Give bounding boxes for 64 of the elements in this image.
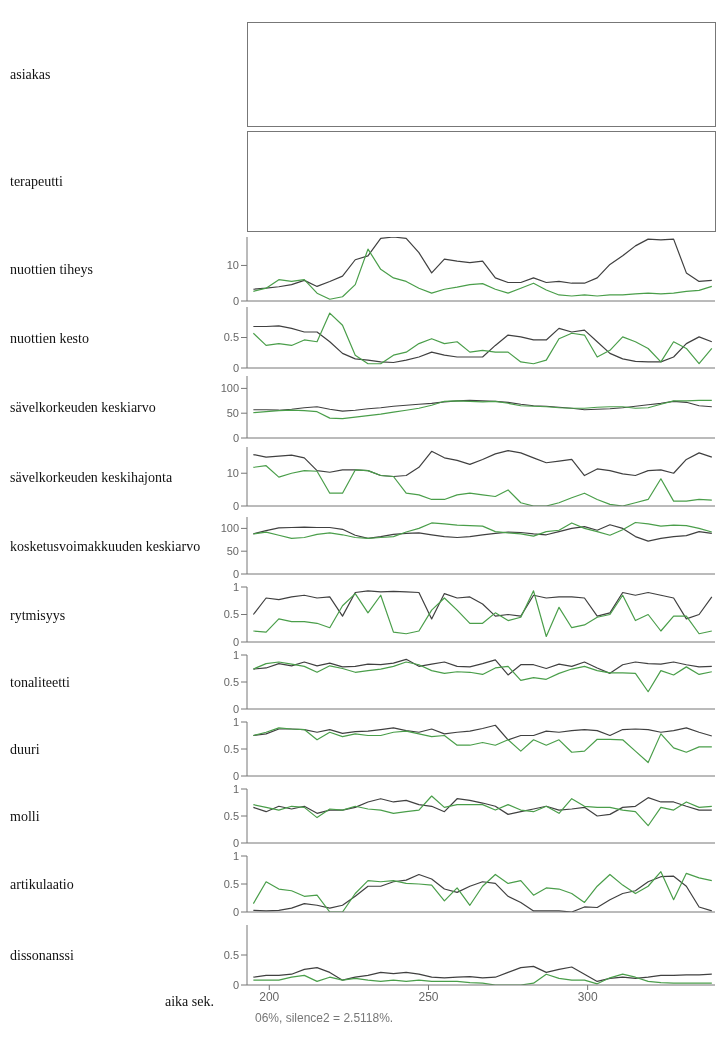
y-axis-title: dissonanssi bbox=[10, 946, 75, 965]
text: asiakas bbox=[10, 66, 52, 84]
y-axis-title: tonaliteetti bbox=[10, 674, 71, 692]
y-axis-title: molli bbox=[10, 808, 41, 826]
line-series bbox=[252, 399, 713, 412]
line-series bbox=[252, 399, 713, 420]
line-series bbox=[252, 797, 713, 817]
y-axis-title: nuottien tiheys bbox=[10, 261, 94, 279]
y-axis-title: artikulaatio bbox=[10, 876, 75, 894]
y-axis-title: duuri bbox=[10, 741, 41, 759]
y-tick-label: 0 bbox=[232, 769, 239, 782]
text: 06%, silence2 = 2.5118%. bbox=[255, 1011, 394, 1025]
y-tick-label: 1 bbox=[232, 648, 239, 661]
y-tick-label: 0.5 bbox=[223, 331, 239, 344]
line-series bbox=[252, 465, 713, 506]
y-tick-label: 1 bbox=[232, 849, 239, 862]
y-tick-label: 1 bbox=[232, 715, 239, 728]
y-tick-label: 0 bbox=[232, 361, 239, 374]
line-series bbox=[252, 450, 713, 478]
y-tick-label: 0.5 bbox=[223, 675, 239, 688]
y-tick-label: 100 bbox=[220, 382, 239, 395]
line-series bbox=[252, 727, 713, 764]
y-tick-label: 0 bbox=[232, 567, 239, 580]
y-tick-label: 0 bbox=[232, 635, 239, 648]
line-series bbox=[252, 312, 713, 365]
y-tick-label: 1 bbox=[232, 782, 239, 795]
y-axis-title: sävelkorkeuden keskiarvo bbox=[10, 399, 157, 417]
x-tick-label: 300 bbox=[577, 989, 598, 1004]
y-tick-label: 0 bbox=[232, 836, 239, 849]
y-tick-label: 1 bbox=[232, 580, 239, 593]
line-series bbox=[252, 965, 713, 982]
line-series bbox=[252, 973, 713, 985]
y-tick-label: 50 bbox=[226, 545, 239, 558]
y-tick-label: 100 bbox=[220, 522, 239, 535]
text: terapeutti bbox=[10, 173, 64, 191]
y-axis-title: sävelkorkeuden keskihajonta bbox=[10, 468, 174, 487]
line-series bbox=[252, 237, 713, 290]
line-series bbox=[252, 590, 713, 620]
line-series bbox=[252, 248, 713, 300]
y-tick-label: 0.5 bbox=[223, 742, 239, 755]
line-series bbox=[252, 661, 713, 693]
line-series bbox=[252, 795, 713, 827]
x-axis-title: aika sek. bbox=[165, 994, 214, 1010]
x-tick-label: 200 bbox=[259, 989, 280, 1004]
y-axis-title: kosketusvoimakkuuden keskiarvo bbox=[10, 537, 202, 556]
y-tick-label: 0 bbox=[232, 294, 239, 307]
y-tick-label: 0 bbox=[232, 978, 239, 991]
y-tick-label: 0.5 bbox=[223, 809, 239, 822]
y-axis-title: rytmisyys bbox=[10, 606, 67, 625]
y-tick-label: 0 bbox=[232, 499, 239, 512]
y-tick-label: 0 bbox=[232, 702, 239, 715]
y-tick-label: 0.5 bbox=[223, 877, 239, 890]
x-tick-label: 250 bbox=[418, 989, 439, 1004]
line-series bbox=[252, 658, 713, 676]
y-tick-label: 10 bbox=[226, 467, 239, 480]
y-tick-label: 10 bbox=[226, 259, 239, 272]
line-series bbox=[252, 590, 713, 638]
y-axis-title: nuottien kesto bbox=[10, 329, 90, 348]
y-tick-label: 0.5 bbox=[223, 948, 239, 961]
y-tick-label: 0 bbox=[232, 431, 239, 444]
y-tick-label: 0 bbox=[232, 905, 239, 918]
y-tick-label: 0.5 bbox=[223, 608, 239, 621]
line-series bbox=[252, 325, 713, 364]
y-tick-label: 50 bbox=[226, 407, 239, 420]
